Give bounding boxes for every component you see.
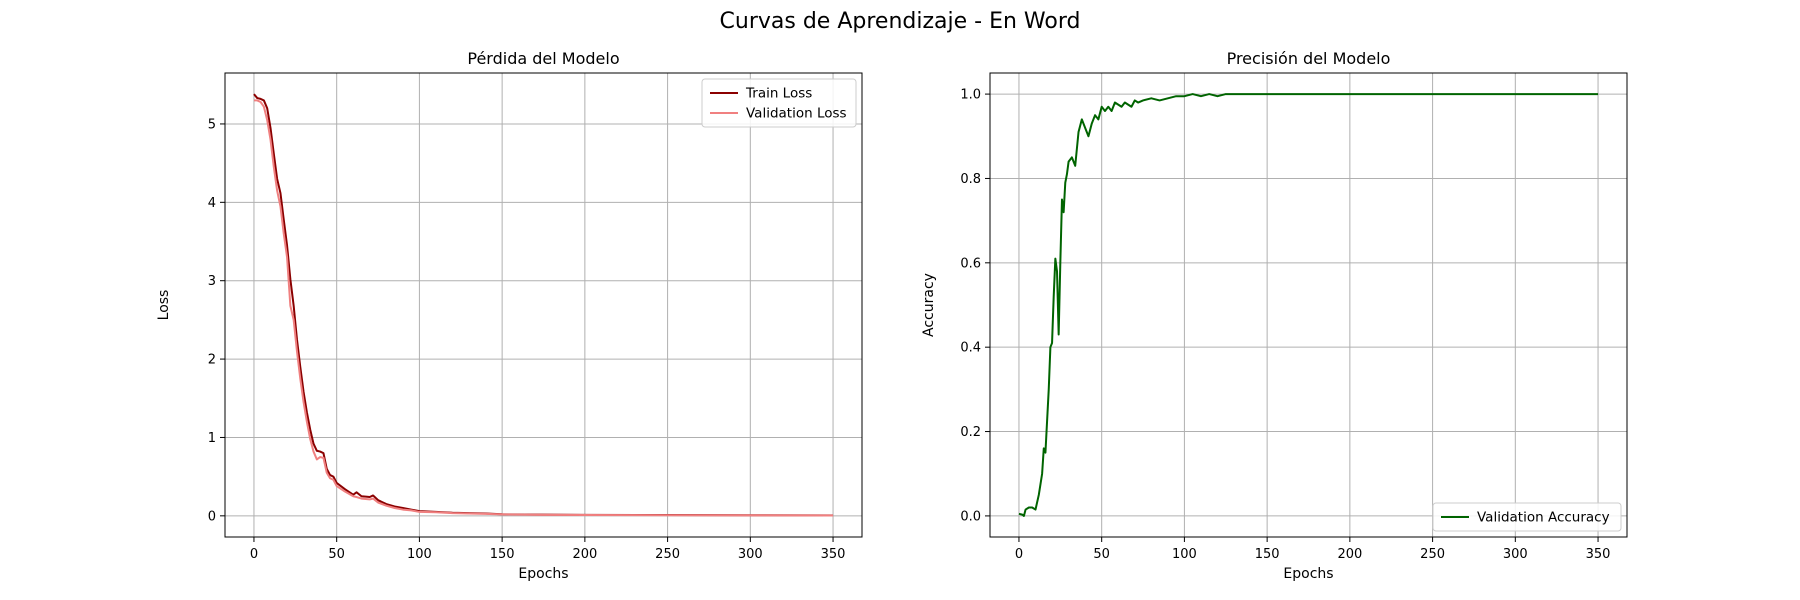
axes-frame: [989, 72, 1628, 538]
axes-frame: [224, 72, 863, 538]
y-tick-label: 0.4: [960, 341, 981, 356]
legend: Train Loss Validation Loss: [701, 78, 857, 128]
legend: Validation Accuracy: [1432, 502, 1622, 532]
y-tick-label: 0: [208, 509, 216, 524]
x-tick-label: 350: [1586, 547, 1611, 562]
y-tick-label: 5: [208, 117, 216, 132]
x-tick-label: 250: [655, 547, 680, 562]
x-axis-label: Epochs: [1283, 566, 1333, 582]
x-tick-label: 50: [328, 547, 345, 562]
x-axis-label: Epochs: [518, 566, 568, 582]
legend-box: [1432, 502, 1622, 532]
figure-suptitle: Curvas de Aprendizaje - En Word: [720, 9, 1081, 34]
x-tick-label: 350: [821, 547, 846, 562]
y-tick-label: 3: [208, 274, 216, 289]
legend-entry-label: Validation Accuracy: [1477, 510, 1610, 526]
loss-subplot: 0 50 100 150 200 250 300 350 0 1 2 3 4 5 Pérdida del M…: [156, 49, 863, 582]
y-tick-label: 0.2: [960, 425, 981, 440]
y-axis-label: Loss: [156, 290, 172, 321]
y-tick-label: 2: [208, 353, 216, 368]
x-tick-label: 200: [572, 547, 597, 562]
y-tick-label: 1: [208, 431, 216, 446]
x-tick-label: 300: [738, 547, 763, 562]
axes-title: Precisión del Modelo: [1227, 49, 1391, 68]
series-line-validation-loss: [253, 99, 834, 517]
x-tick-label: 0: [1015, 547, 1023, 562]
accuracy-subplot: 0 50 100 150 200 250 300 350 0.0 0.2 0.4 0.6 0.8 1.0 P…: [921, 49, 1628, 582]
legend-entry-label: Validation Loss: [746, 106, 847, 122]
x-tick-label: 200: [1337, 547, 1362, 562]
y-tick-label: 0.8: [960, 172, 981, 187]
series-line-validation-accuracy: [1018, 93, 1599, 517]
legend-entry-label: Train Loss: [745, 86, 812, 102]
y-tick-label: 4: [208, 196, 216, 211]
x-tick-label: 250: [1420, 547, 1445, 562]
x-tick-label: 100: [407, 547, 432, 562]
x-tick-label: 100: [1172, 547, 1197, 562]
legend-box: [701, 78, 857, 128]
x-tick-label: 50: [1093, 547, 1110, 562]
y-axis-label: Accuracy: [921, 273, 937, 337]
x-tick-label: 300: [1503, 547, 1528, 562]
y-tick-label: 0.0: [960, 509, 981, 524]
x-tick-label: 150: [1255, 547, 1280, 562]
x-tick-label: 0: [250, 547, 258, 562]
axes-title: Pérdida del Modelo: [467, 49, 619, 68]
y-tick-label: 1.0: [960, 88, 981, 103]
y-tick-label: 0.6: [960, 256, 981, 271]
x-tick-label: 150: [490, 547, 515, 562]
